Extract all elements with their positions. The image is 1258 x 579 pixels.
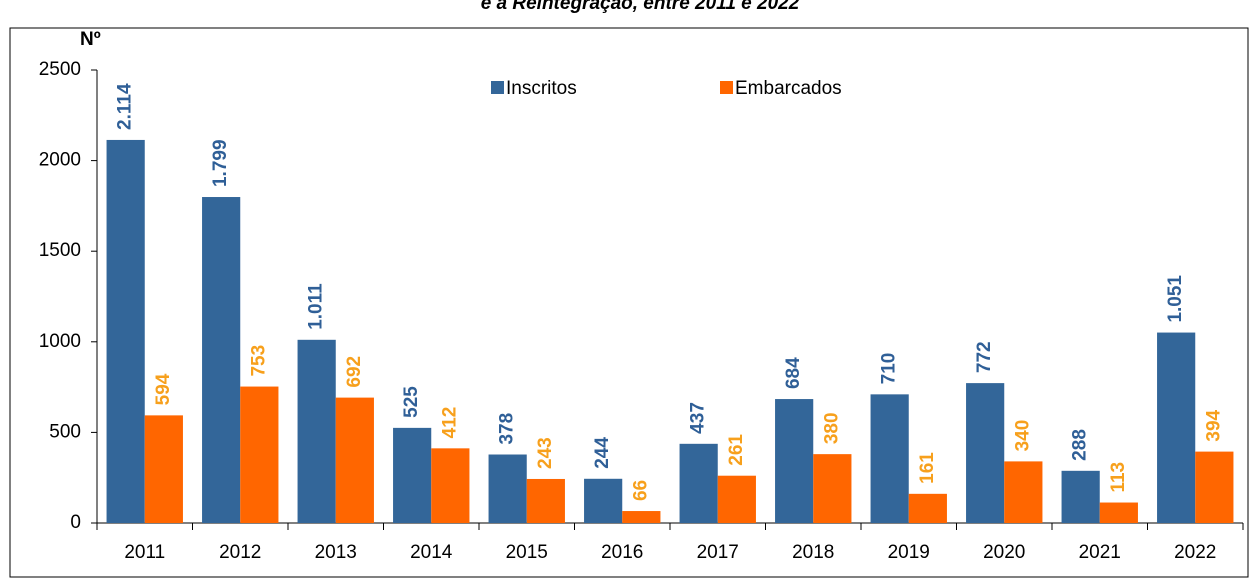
y-tick-label: 0	[70, 512, 81, 533]
value-label: 1.051	[1165, 275, 1186, 323]
value-label: 378	[497, 413, 518, 445]
x-tick-label: 2021	[1079, 542, 1121, 563]
x-tick-label: 2022	[1174, 542, 1216, 563]
bar	[393, 427, 432, 523]
bar	[966, 383, 1005, 523]
value-label: 113	[1108, 462, 1129, 493]
legend-label: Embarcados	[735, 78, 842, 99]
x-tick-label: 2015	[506, 542, 548, 563]
value-label: 261	[726, 434, 747, 466]
value-label: 380	[821, 412, 842, 444]
bar	[679, 443, 718, 523]
value-label: 244	[592, 437, 613, 469]
bar	[106, 139, 145, 523]
bar	[1099, 502, 1138, 523]
value-label: 1.799	[210, 139, 231, 187]
bar	[813, 454, 852, 523]
x-tick-label: 2018	[792, 542, 834, 563]
value-label: 243	[535, 437, 556, 469]
value-label: 394	[1203, 409, 1224, 441]
bar	[717, 475, 756, 523]
y-axis-label: Nº	[80, 29, 101, 50]
legend-swatch	[720, 81, 733, 94]
bar	[144, 415, 183, 523]
value-label: 437	[688, 402, 709, 434]
bar	[1157, 332, 1196, 523]
value-label: 525	[401, 386, 422, 418]
value-label: 161	[917, 452, 938, 484]
bar	[584, 478, 623, 523]
bar	[622, 511, 661, 523]
x-tick-label: 2014	[410, 542, 453, 563]
value-label: 753	[248, 345, 269, 377]
y-tick-label: 2500	[39, 59, 81, 80]
bar	[870, 394, 909, 523]
bar	[1061, 470, 1100, 523]
value-label: 594	[153, 373, 174, 405]
bar	[431, 448, 470, 523]
bar	[297, 339, 336, 523]
value-label: 66	[630, 480, 651, 501]
y-tick-label: 2000	[39, 150, 81, 171]
bar	[202, 197, 241, 524]
value-label: 692	[344, 356, 365, 388]
bar	[488, 454, 527, 523]
legend-swatch	[491, 81, 504, 94]
value-label: 772	[974, 341, 995, 373]
x-tick-label: 2012	[219, 542, 261, 563]
bar	[775, 399, 814, 523]
value-label: 412	[439, 407, 460, 439]
x-tick-label: 2013	[315, 542, 357, 563]
value-label: 2.114	[115, 83, 136, 130]
x-tick-label: 2011	[124, 542, 165, 563]
y-tick-label: 1500	[39, 240, 81, 261]
legend-label: Inscritos	[506, 78, 577, 99]
bar	[1195, 451, 1234, 523]
y-tick-label: 500	[49, 421, 81, 442]
value-label: 288	[1070, 429, 1091, 461]
value-label: 684	[783, 357, 804, 389]
bar	[526, 478, 565, 523]
bar	[1004, 461, 1043, 523]
chart-title: e a Reintegração, entre 2011 e 2022	[481, 0, 800, 14]
value-label: 340	[1012, 420, 1033, 452]
x-tick-label: 2017	[697, 542, 739, 563]
y-tick-label: 1000	[39, 331, 81, 352]
x-tick-label: 2016	[601, 542, 643, 563]
frame	[9, 27, 1249, 578]
value-label: 710	[879, 353, 900, 385]
value-label: 1.011	[306, 283, 327, 330]
bar	[240, 386, 279, 523]
bar	[908, 493, 947, 523]
bar	[335, 397, 374, 523]
x-tick-label: 2020	[983, 542, 1025, 563]
x-tick-label: 2019	[888, 542, 930, 563]
